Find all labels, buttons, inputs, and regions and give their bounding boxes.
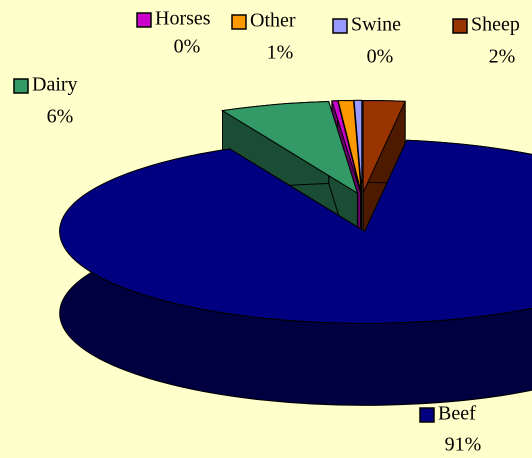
legend-swatch — [231, 14, 247, 30]
slice — [353, 99, 363, 193]
slice-label: Swine — [351, 14, 401, 36]
slice-value-label: 1% — [267, 42, 294, 64]
slice-label: Other — [250, 10, 296, 32]
slice-label: Dairy — [32, 74, 78, 96]
slice — [59, 139, 532, 324]
slice-value-label: 91% — [445, 434, 482, 456]
slice-value-label: 2% — [489, 46, 516, 68]
slice — [362, 99, 406, 193]
slice — [337, 99, 362, 193]
legend-swatch — [136, 12, 152, 28]
slice-value-label: 6% — [47, 106, 74, 128]
slice-label: Horses — [155, 8, 211, 30]
slice-value-label: 0% — [367, 46, 394, 68]
slice — [221, 101, 359, 195]
slice-value-label: 0% — [174, 36, 201, 58]
legend-swatch — [419, 407, 435, 423]
legend-swatch — [452, 18, 468, 34]
slice — [331, 100, 362, 193]
legend-swatch — [332, 18, 348, 34]
legend-swatch — [13, 78, 29, 94]
slice-label: Beef — [438, 403, 476, 425]
slice-label: Sheep — [471, 14, 520, 36]
